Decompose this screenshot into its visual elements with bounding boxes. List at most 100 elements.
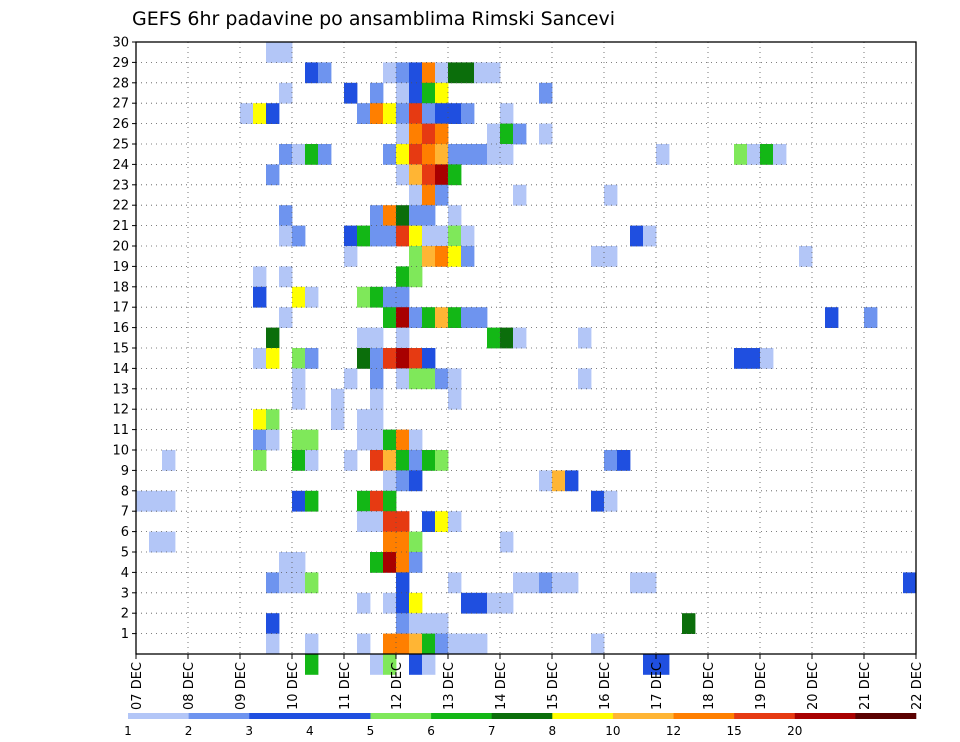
x-tick-label: 10 DEC: [286, 662, 301, 710]
heatmap-cell: [461, 144, 475, 165]
heatmap-cell: [266, 164, 280, 186]
x-tick-label: 21 DEC: [858, 662, 873, 710]
heatmap-cell: [279, 552, 293, 573]
heatmap-cell: [422, 368, 436, 390]
heatmap-cell: [409, 429, 423, 451]
y-tick-label: 6: [121, 525, 129, 540]
legend-label: 1: [124, 724, 132, 738]
x-tick-label: 17 DEC: [650, 662, 665, 710]
heatmap-cell: [253, 429, 267, 451]
heatmap-cell: [266, 633, 280, 655]
heatmap-cell: [357, 511, 371, 532]
heatmap-cell: [435, 307, 449, 328]
heatmap-cell: [526, 572, 540, 594]
heatmap-cell: [435, 368, 449, 390]
y-tick-label: 1: [121, 627, 129, 642]
legend-swatch: [249, 713, 311, 719]
heatmap-cell: [422, 633, 436, 655]
heatmap-cell: [396, 286, 410, 308]
heatmap-cell: [305, 348, 319, 369]
x-tick-label: 14 DEC: [494, 662, 509, 710]
heatmap-cell: [448, 164, 462, 186]
heatmap-cell: [903, 572, 917, 594]
y-tick-label: 22: [112, 199, 129, 214]
heatmap-cell: [604, 450, 618, 471]
heatmap-cell: [305, 450, 319, 471]
heatmap-cell: [370, 409, 384, 430]
heatmap-cell: [396, 450, 410, 471]
heatmap-cell: [825, 307, 839, 328]
heatmap-cell: [370, 490, 384, 512]
heatmap-cell: [292, 286, 306, 308]
heatmap-cell: [266, 572, 280, 594]
heatmap-cell: [383, 144, 397, 165]
heatmap-cell: [292, 572, 306, 594]
heatmap-cell: [487, 592, 501, 614]
heatmap-cell: [162, 531, 176, 553]
x-tick-label: 19 DEC: [754, 662, 769, 710]
legend-swatch: [431, 713, 492, 719]
heatmap-cell: [292, 225, 306, 247]
y-tick-label: 2: [121, 607, 129, 622]
heatmap-cell: [500, 592, 514, 614]
heatmap-cell: [253, 409, 267, 430]
heatmap-cell: [422, 62, 436, 84]
heatmap-cell: [422, 103, 436, 124]
heatmap-cell: [448, 307, 462, 328]
heatmap-cell: [240, 103, 254, 124]
heatmap-cell: [370, 103, 384, 124]
heatmap-cell: [305, 62, 319, 84]
heatmap-cell: [266, 42, 280, 63]
x-tick-label: 18 DEC: [702, 662, 717, 710]
heatmap-cell: [357, 327, 371, 349]
y-tick-label: 15: [112, 342, 129, 357]
heatmap-cell: [409, 62, 423, 84]
y-tick-label: 10: [112, 444, 129, 459]
heatmap-cell: [409, 246, 423, 267]
heatmap-cell: [266, 327, 280, 349]
heatmap-cell: [448, 225, 462, 247]
heatmap-cell: [253, 103, 267, 124]
legend-swatch: [734, 713, 796, 719]
heatmap-cell: [422, 246, 436, 267]
heatmap-cell: [253, 286, 267, 308]
heatmap-cell: [604, 490, 618, 512]
legend-swatch: [188, 713, 250, 719]
heatmap-cell: [396, 327, 410, 349]
heatmap-cell: [448, 246, 462, 267]
heatmap-cell: [578, 368, 592, 390]
heatmap-cell: [409, 307, 423, 328]
heatmap-cell: [370, 82, 384, 104]
heatmap-cell: [435, 123, 449, 145]
heatmap-cell: [396, 511, 410, 532]
heatmap-cell: [370, 654, 384, 675]
heatmap-cell: [500, 531, 514, 553]
heatmap-cell: [552, 572, 566, 594]
heatmap-cell: [292, 388, 306, 410]
x-tick-label: 11 DEC: [338, 662, 353, 710]
heatmap-cell: [370, 368, 384, 390]
heatmap-cell: [604, 184, 618, 206]
heatmap-cell: [383, 450, 397, 471]
y-tick-label: 18: [112, 280, 129, 295]
heatmap-cell: [383, 470, 397, 492]
heatmap-cell: [734, 348, 748, 369]
heatmap-cell: [513, 572, 527, 594]
legend-swatch: [552, 713, 614, 719]
heatmap-cell: [435, 184, 449, 206]
heatmap-cell: [409, 552, 423, 573]
heatmap-cell: [643, 225, 657, 247]
heatmap-cell: [448, 103, 462, 124]
heatmap-cell: [591, 246, 605, 267]
heatmap-cell: [396, 62, 410, 84]
heatmap-cell: [383, 62, 397, 84]
heatmap-cell: [435, 613, 449, 634]
heatmap-cell: [292, 348, 306, 369]
y-tick-label: 20: [112, 240, 129, 255]
y-tick-label: 11: [112, 423, 129, 438]
heatmap-cell: [266, 429, 280, 451]
heatmap-cell: [331, 388, 345, 410]
y-tick-label: 14: [112, 362, 129, 377]
heatmap-cell: [422, 184, 436, 206]
